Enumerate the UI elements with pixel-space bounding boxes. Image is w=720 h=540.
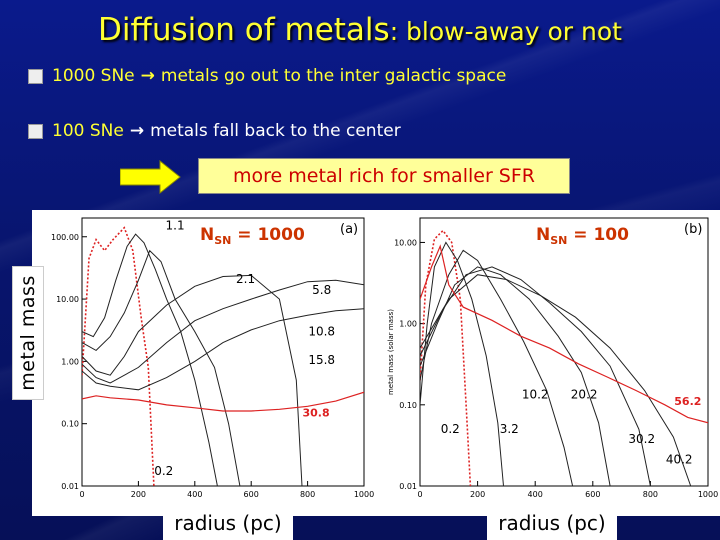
x-tick-label: 200 xyxy=(470,490,485,499)
x-tick-label: 1000 xyxy=(698,490,718,499)
bullet-square-icon xyxy=(28,68,43,84)
panel-label: (b) xyxy=(684,222,702,237)
title-main: Diffusion of metals xyxy=(98,12,390,48)
bullet-lead: 1000 SNe xyxy=(52,66,135,86)
bullet-text: metals fall back to the center xyxy=(150,121,401,141)
series-label: 3.2 xyxy=(500,422,519,436)
series-line-5-8 xyxy=(82,274,303,486)
bullet-1000-sne: 1000 SNe → metals go out to the inter ga… xyxy=(28,66,506,86)
right-arrow-icon: → xyxy=(140,66,155,86)
series-label: 5.8 xyxy=(312,283,331,297)
y-tick-label: 100.00 xyxy=(51,233,79,242)
series-label: 56.2 xyxy=(674,395,701,408)
right-arrow-icon: → xyxy=(129,121,145,141)
series-label: 40.2 xyxy=(666,452,693,466)
series-line-15-8 xyxy=(82,308,364,391)
x-axis-label-left: radius (pc) xyxy=(163,508,293,540)
chart-panel-a: 0 200 400 600 800 1000 0.01 0.10 1.00 10.00 100.00… xyxy=(32,210,376,516)
y-tick-label: 0.10 xyxy=(399,401,417,410)
series-label: 20.2 xyxy=(571,387,598,401)
y-axis-small-label: metal mass (solar mass) xyxy=(387,309,395,395)
x-axis-label-right: radius (pc) xyxy=(487,508,617,540)
y-tick-label: 0.10 xyxy=(61,420,79,429)
series-line-56-2 xyxy=(420,244,708,424)
chart-panel-b: 0 200 400 600 800 1000 0.01 0.10 1.00 10.00 metal … xyxy=(376,210,720,516)
series-label: 1.1 xyxy=(166,219,185,233)
series-label: 10.8 xyxy=(308,325,335,339)
title-sub: : blow-away or not xyxy=(389,17,622,46)
bullet-100-sne: 100 SNe → metals fall back to the center xyxy=(28,121,401,141)
y-tick-label: 10.00 xyxy=(394,238,417,247)
x-tick-label: 600 xyxy=(244,490,259,499)
x-tick-label: 400 xyxy=(528,490,543,499)
y-axis-label: metal mass xyxy=(17,275,39,391)
series-line-1-1 xyxy=(82,233,218,486)
callout-box: more metal rich for smaller SFR xyxy=(198,158,570,194)
bullet-square-icon xyxy=(28,123,43,139)
series-label: 10.2 xyxy=(522,387,549,401)
x-tick-label: 0 xyxy=(417,490,422,499)
x-tick-label: 600 xyxy=(585,490,600,499)
x-tick-label: 800 xyxy=(300,490,315,499)
chart-b: 0 200 400 600 800 1000 0.01 0.10 1.00 10.00 metal … xyxy=(387,217,718,499)
y-tick-label: 0.01 xyxy=(399,482,417,491)
plot-frame xyxy=(81,217,365,487)
chart-title: NSN = 100 xyxy=(536,225,629,247)
series-line-10-2 xyxy=(420,249,574,486)
series-line-30-2 xyxy=(420,266,651,486)
chart-a: 0 200 400 600 800 1000 0.01 0.10 1.00 10.00 100.00… xyxy=(51,217,374,499)
panel-label: (a) xyxy=(340,222,358,237)
callout-arrow-icon xyxy=(120,160,181,195)
y-axis-label-box: metal mass xyxy=(12,266,44,400)
x-tick-label: 400 xyxy=(187,490,202,499)
slide-title: Diffusion of metals: blow-away or not xyxy=(0,12,720,48)
series-label: 0.2 xyxy=(441,422,460,436)
x-tick-label: 1000 xyxy=(354,490,374,499)
series-label: 0.2 xyxy=(154,464,173,478)
bullet-lead: 100 SNe xyxy=(52,121,124,141)
series-label: 15.8 xyxy=(308,353,335,367)
plot-frame xyxy=(419,217,709,487)
x-tick-label: 0 xyxy=(79,490,84,499)
y-tick-label: 1.00 xyxy=(61,357,79,366)
series-line-10-8 xyxy=(82,279,364,384)
series-line-40-2 xyxy=(420,274,692,486)
chart-title: NSN = 1000 xyxy=(200,225,305,247)
x-tick-label: 800 xyxy=(643,490,658,499)
series-label: 2.1 xyxy=(236,272,255,286)
series-label: 30.2 xyxy=(628,432,655,446)
y-tick-label: 10.00 xyxy=(56,295,79,304)
series-label: 30.8 xyxy=(302,407,329,420)
y-tick-label: 0.01 xyxy=(61,482,79,491)
y-tick-label: 1.00 xyxy=(399,320,417,329)
series-line-2-1 xyxy=(82,249,241,486)
series-line-0-2 xyxy=(420,229,472,486)
x-tick-label: 200 xyxy=(131,490,146,499)
series-line-30-8 xyxy=(82,391,364,412)
series-line-0-2 xyxy=(82,226,155,486)
bullet-text: metals go out to the inter galactic spac… xyxy=(160,66,507,86)
